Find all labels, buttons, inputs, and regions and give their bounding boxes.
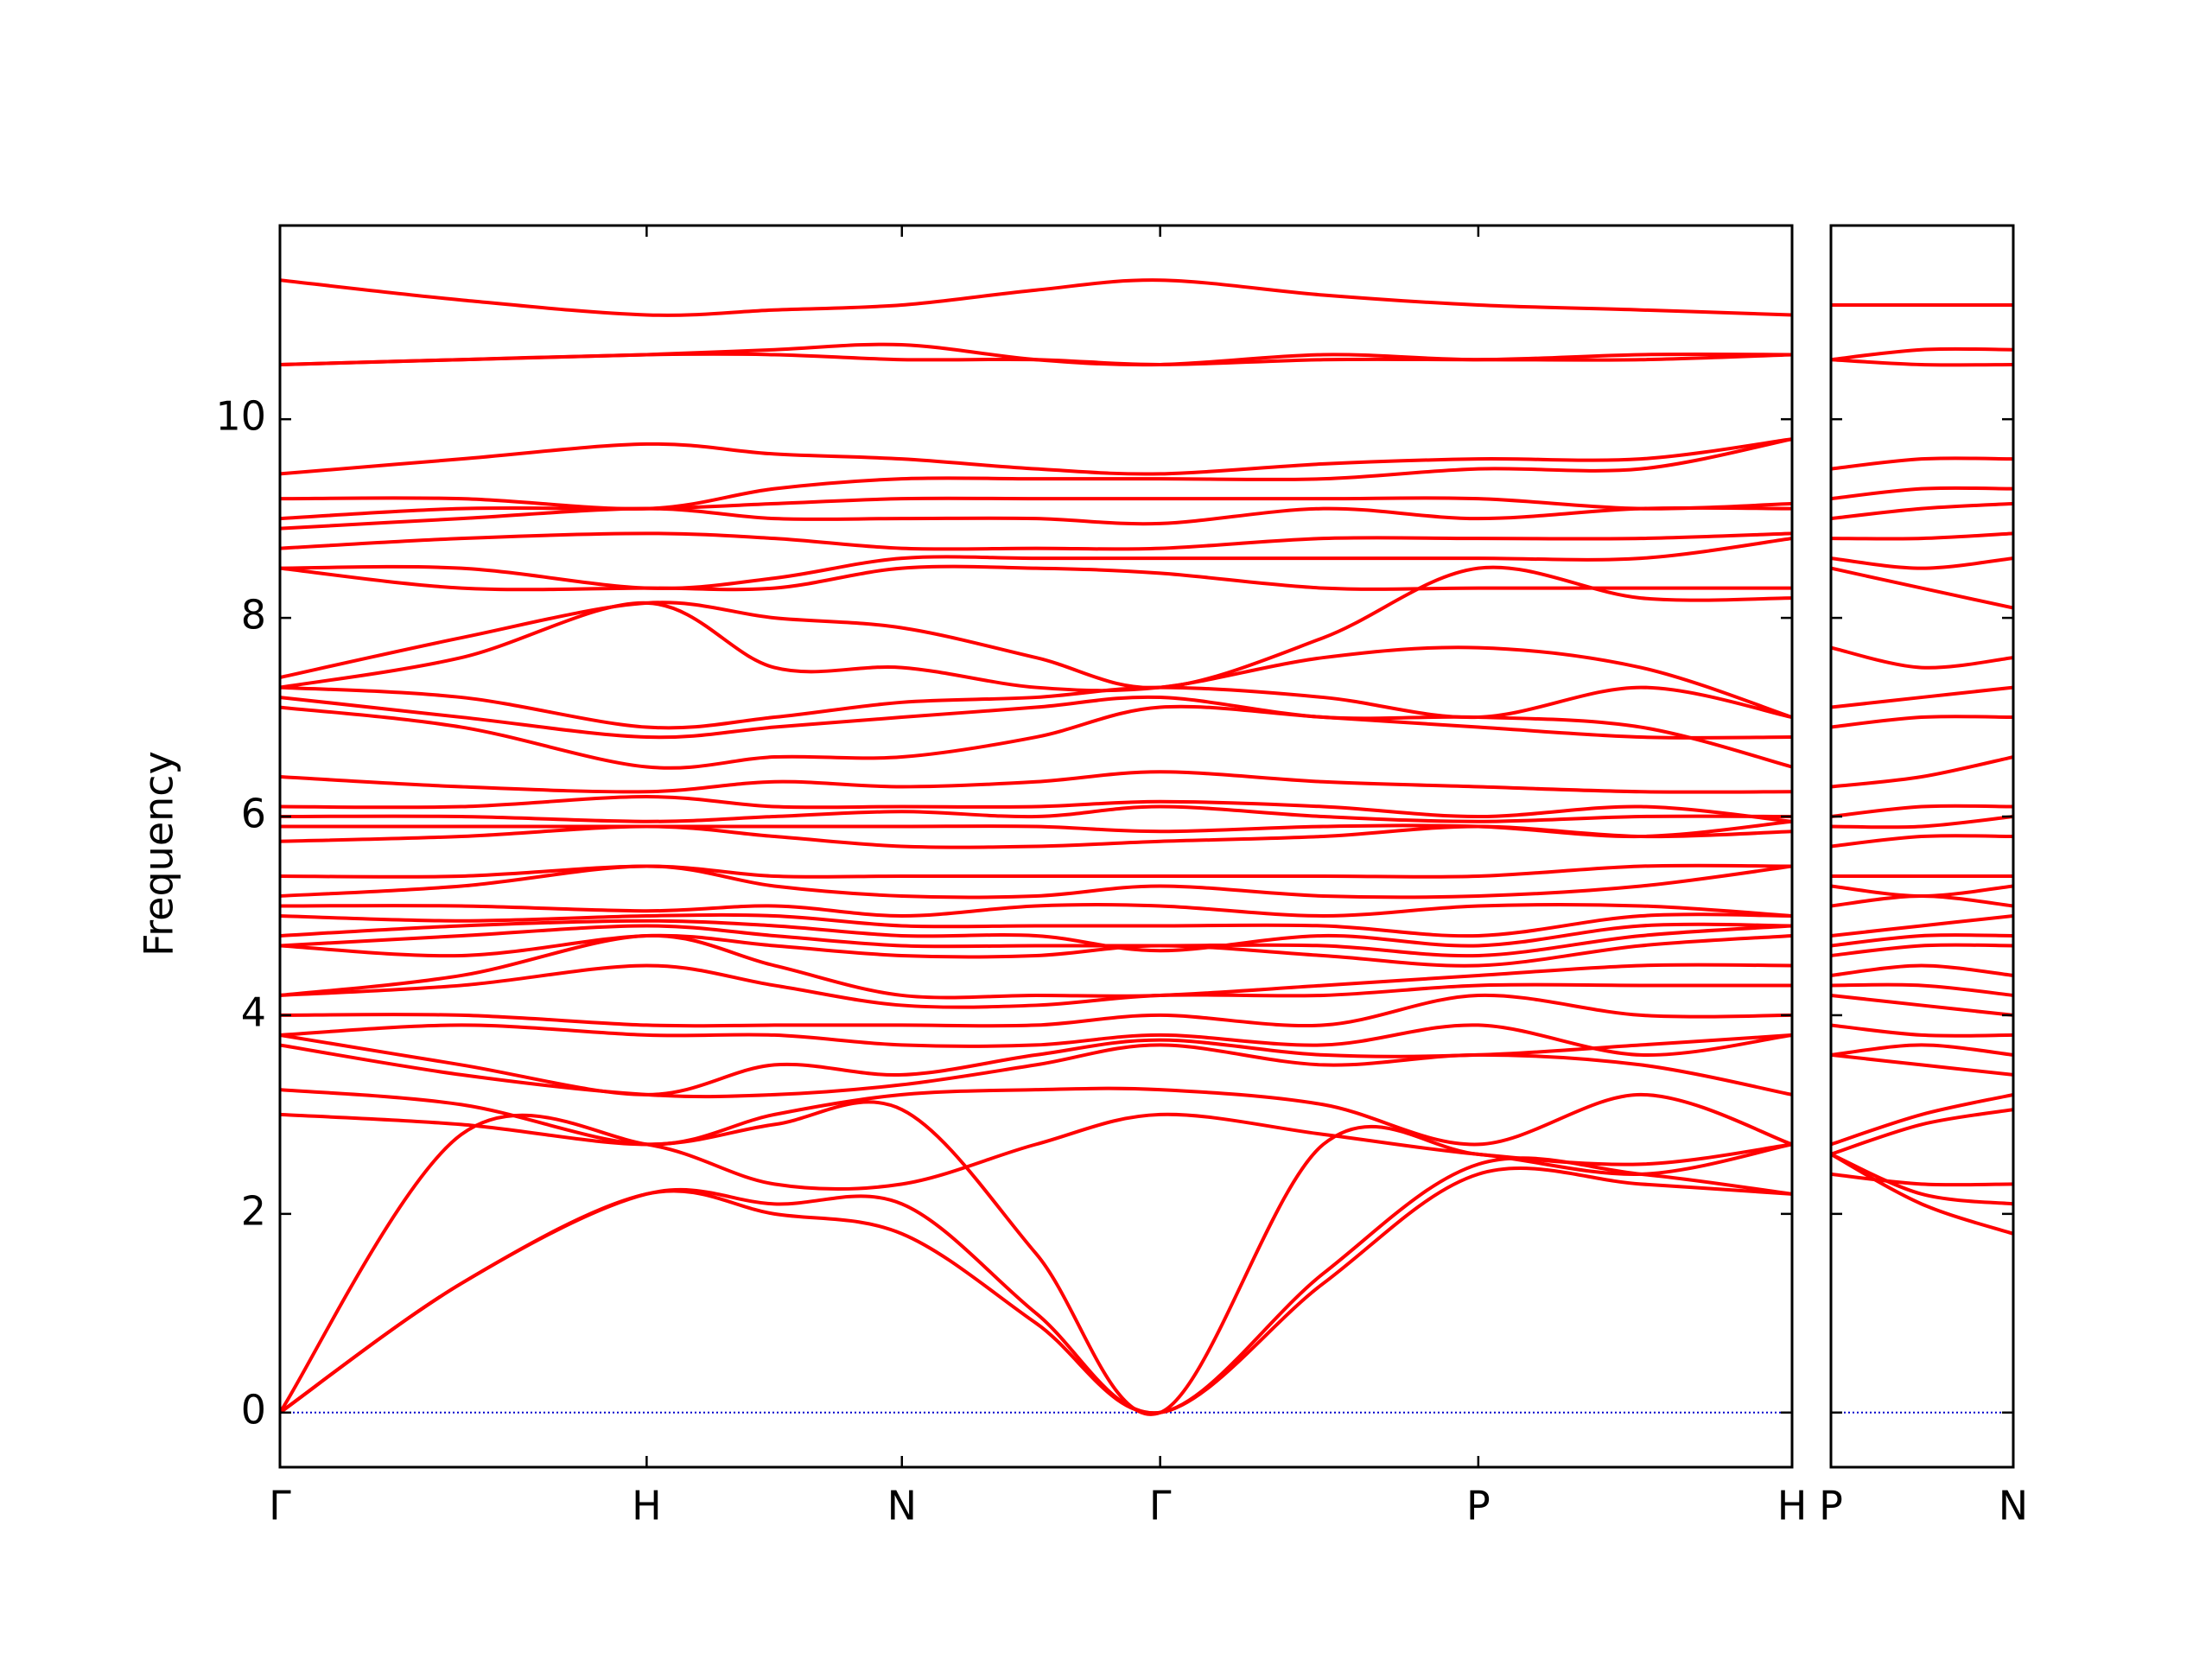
band-line (1831, 1153, 2013, 1236)
y-tick-label: 2 (241, 1187, 266, 1234)
band-line (1831, 645, 2013, 670)
band-line (280, 695, 1792, 769)
band-line (280, 993, 1792, 1028)
band-line (1831, 346, 2013, 362)
x-tick-label: P (1819, 1483, 1843, 1529)
x-tick-label: H (632, 1483, 662, 1529)
band-line (1831, 1023, 2013, 1038)
band-line (280, 924, 1792, 958)
band-line (1831, 1108, 2013, 1156)
plot-area (1831, 302, 2013, 1414)
band-line (280, 963, 1792, 1009)
band-line (280, 496, 1792, 521)
band-line (1831, 933, 2013, 948)
band-line (1831, 715, 2013, 729)
band-line (1831, 1092, 2013, 1147)
x-tick-label: N (1999, 1483, 2028, 1529)
x-tick-label: N (887, 1483, 917, 1529)
y-tick-label: 10 (215, 393, 266, 440)
band-line (280, 864, 1792, 899)
x-tick-label: Γ (269, 1483, 291, 1529)
band-line (280, 1100, 1792, 1416)
band-line (1831, 834, 2013, 849)
y-tick-label: 4 (241, 988, 266, 1035)
band-line (280, 1112, 1792, 1414)
x-tick-label: P (1466, 1483, 1491, 1529)
band-line (1831, 1043, 2013, 1057)
band-line (280, 505, 1792, 531)
band-line (280, 903, 1792, 918)
band-line (1831, 993, 2013, 1017)
band-line (280, 1156, 1792, 1415)
band-line (1831, 486, 2013, 501)
band-line (280, 537, 1792, 590)
band-line (1831, 358, 2013, 367)
x-tick-label: H (1777, 1483, 1808, 1529)
band-line (280, 437, 1792, 476)
band-line (280, 531, 1792, 551)
band-line (280, 278, 1792, 317)
band-line (1831, 963, 2013, 977)
band-line (280, 342, 1792, 367)
band-line (1831, 556, 2013, 570)
axes-frame (1829, 224, 2015, 1469)
band-line (280, 564, 1792, 592)
x-tick-label: Γ (1149, 1483, 1172, 1529)
band-line (1831, 1052, 2013, 1077)
band-line (280, 704, 1792, 770)
y-tick-label: 6 (241, 791, 266, 837)
band-line (1831, 1153, 2013, 1206)
band-line (280, 824, 1792, 849)
band-line (280, 918, 1792, 953)
band-line (280, 770, 1792, 794)
band-line (280, 1086, 1792, 1147)
band-line (280, 685, 1792, 730)
band-line (280, 804, 1792, 823)
band-line (1831, 913, 2013, 938)
band-line (1831, 456, 2013, 471)
band-line (1831, 815, 2013, 830)
y-axis-label: Frequency (136, 751, 182, 957)
band-line (1831, 531, 2013, 541)
band-line (280, 601, 1792, 719)
band-line (1831, 884, 2013, 898)
y-tick-label: 8 (241, 592, 266, 639)
band-line (1831, 755, 2013, 789)
band-line (1831, 982, 2013, 997)
band-line (280, 1166, 1792, 1415)
band-line (280, 912, 1792, 938)
band-line (1831, 501, 2013, 521)
band-line (280, 565, 1792, 690)
band-line (280, 1023, 1792, 1057)
band-line (280, 819, 1792, 839)
band-line (280, 933, 1792, 1000)
band-line (280, 933, 1792, 968)
plot-area (280, 278, 1792, 1416)
band-line (1831, 804, 2013, 819)
band-line (1831, 566, 2013, 610)
axes-frame (278, 224, 1794, 1469)
band-line (1831, 1172, 2013, 1187)
band-line (280, 863, 1792, 879)
band-line (280, 795, 1792, 823)
band-line (280, 1043, 1792, 1099)
band-line (1831, 943, 2013, 957)
y-tick-label: 0 (241, 1386, 266, 1433)
band-line (1831, 685, 2013, 709)
band-line (280, 437, 1792, 511)
band-line (280, 1033, 1792, 1096)
